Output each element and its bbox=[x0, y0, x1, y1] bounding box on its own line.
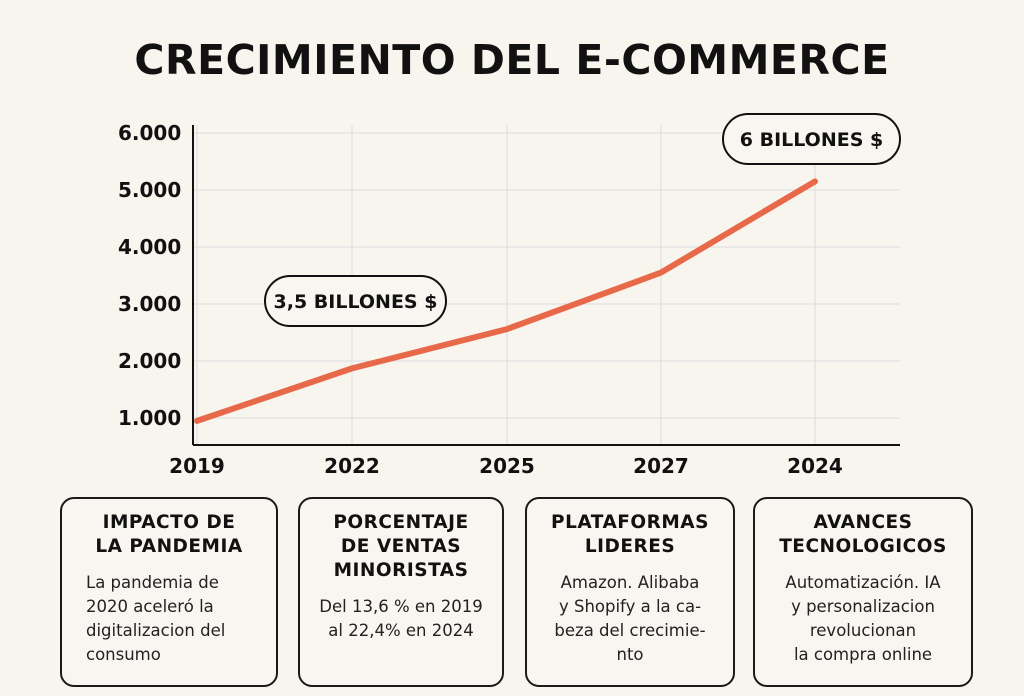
card-body: Amazon. Alibaba y Shopify a la ca- beza … bbox=[554, 573, 706, 664]
x-tick-label: 2019 bbox=[169, 454, 225, 478]
y-tick-label: 5.000 bbox=[118, 178, 181, 202]
annotation-bubble bbox=[264, 275, 447, 327]
info-card-platforms: PLATAFORMAS LIDERES Amazon. Alibaba y Sh… bbox=[525, 497, 735, 687]
x-tick-label: 2027 bbox=[633, 454, 689, 478]
card-title: PLATAFORMAS LIDERES bbox=[551, 512, 709, 557]
info-card-pandemic: IMPACTO DE LA PANDEMIA La pandemia de 20… bbox=[60, 497, 278, 687]
y-tick-label: 3.000 bbox=[118, 292, 181, 316]
card-title: AVANCES TECNOLOGICOS bbox=[779, 512, 947, 557]
card-body: La pandemia de 2020 aceleró la digitaliz… bbox=[86, 573, 226, 664]
info-card-retail-share: PORCENTAJE DE VENTAS MINORISTAS Del 13,6… bbox=[298, 497, 504, 687]
y-tick-label: 1.000 bbox=[118, 406, 181, 430]
x-tick-label: 2025 bbox=[479, 454, 535, 478]
annotation-bubble bbox=[722, 113, 901, 165]
card-body: Del 13,6 % en 2019 al 22,4% en 2024 bbox=[319, 597, 483, 640]
y-tick-label: 2.000 bbox=[118, 349, 181, 373]
card-title: IMPACTO DE LA PANDEMIA bbox=[95, 512, 243, 557]
annotation-label: 6 BILLONES $ bbox=[740, 129, 883, 151]
annotation-label: 3,5 BILLONES $ bbox=[274, 291, 438, 313]
info-card-technology: AVANCES TECNOLOGICOS Automatización. IA … bbox=[753, 497, 973, 687]
x-tick-label: 2024 bbox=[787, 454, 843, 478]
y-tick-label: 4.000 bbox=[118, 235, 181, 259]
y-tick-label: 6.000 bbox=[118, 121, 181, 145]
chart-title: CRECIMIENTO DEL E-COMMERCE bbox=[134, 36, 890, 84]
card-body: Automatización. IA y personalizacion rev… bbox=[785, 573, 941, 664]
card-title: PORCENTAJE DE VENTAS MINORISTAS bbox=[333, 512, 469, 581]
x-tick-label: 2022 bbox=[324, 454, 380, 478]
